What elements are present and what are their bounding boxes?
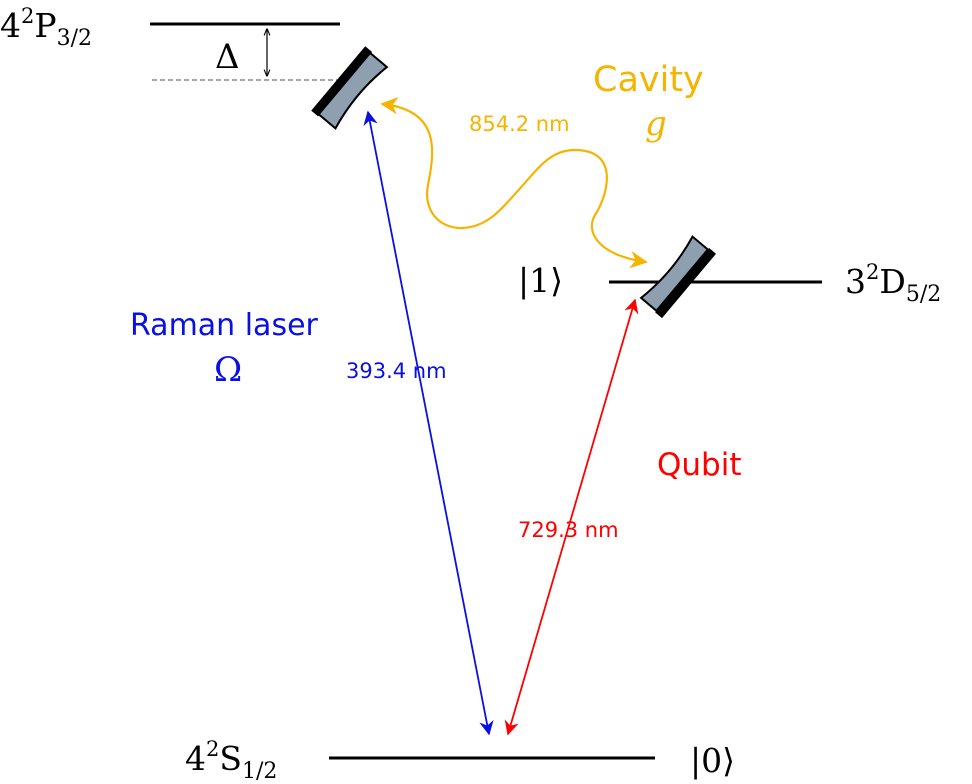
cavity-wavelength: 854.2 nm [469,112,570,136]
cavity-label: Cavity [593,60,704,100]
level-label-p32: 42P3/2 [0,4,92,51]
cavity-photon-arrow [380,96,648,269]
cavity-coupling-symbol: g [645,104,667,144]
qubit-wavelength: 729.3 nm [518,518,619,542]
level-label-s12: 42S1/2 [185,737,277,784]
raman-wavelength: 393.4 nm [346,359,447,383]
cavity-mirror-upper [311,46,389,130]
qubit-arrow [504,298,639,736]
cavity-mirror-lower [639,235,717,319]
detuning-symbol: Δ [215,37,240,77]
level-label-d52: 32D5/2 [845,260,941,307]
ket-zero: |0⟩ [690,741,735,780]
qubit-label: Qubit [657,447,742,483]
raman-label: Raman laser [130,308,319,343]
ket-one: |1⟩ [518,261,563,300]
raman-rabi-symbol: Ω [214,350,242,390]
